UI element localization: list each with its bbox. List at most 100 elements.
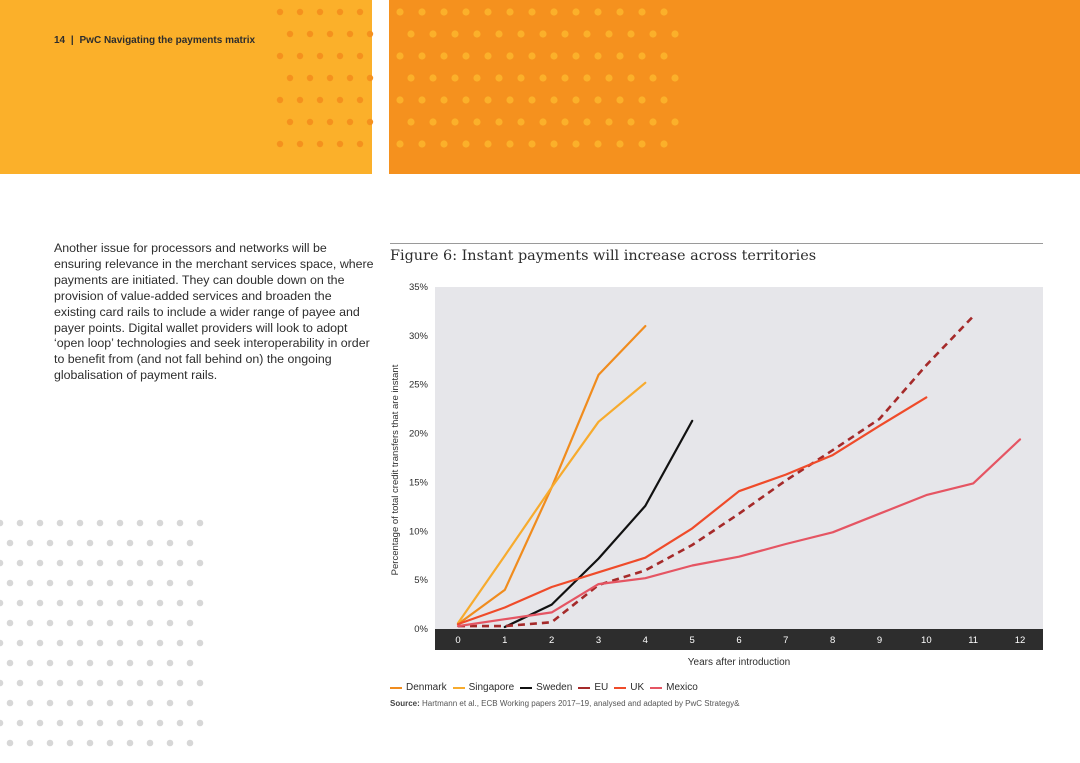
side-dot — [126, 539, 134, 547]
banner-dot — [594, 140, 602, 148]
side-dot — [76, 599, 84, 607]
side-dot — [86, 579, 94, 587]
banner-dot — [418, 52, 426, 60]
side-dot — [46, 699, 54, 707]
banner-dot — [649, 118, 657, 126]
banner-dot — [356, 8, 364, 16]
side-dot — [0, 719, 4, 727]
side-dot — [156, 519, 164, 527]
side-dot — [46, 539, 54, 547]
y-tick-label: 5% — [414, 575, 428, 586]
page-header: 14 | PwC Navigating the payments matrix — [54, 35, 255, 46]
banner-dot — [440, 52, 448, 60]
banner-dot — [605, 30, 613, 38]
side-dot — [186, 619, 194, 627]
banner-dot — [583, 118, 591, 126]
banner-dot — [660, 8, 668, 16]
banner-dot — [616, 8, 624, 16]
legend-swatch — [650, 686, 663, 689]
legend-label: EU — [594, 682, 609, 693]
side-dot — [156, 599, 164, 607]
banner-dot — [638, 8, 646, 16]
side-dot — [176, 639, 184, 647]
legend-swatch — [578, 686, 591, 689]
banner-dot — [473, 118, 481, 126]
side-dot — [176, 679, 184, 687]
banner-dot — [407, 30, 415, 38]
side-dot — [106, 699, 114, 707]
banner-dot — [484, 52, 492, 60]
banner-dot — [616, 140, 624, 148]
banner-dot — [296, 96, 304, 104]
side-dot — [136, 679, 144, 687]
banner-dot — [336, 52, 344, 60]
banner-dot — [528, 96, 536, 104]
banner-dot — [418, 140, 426, 148]
banner-dot — [561, 74, 569, 82]
banner-dot — [572, 52, 580, 60]
banner-dot — [605, 74, 613, 82]
banner-dot — [462, 140, 470, 148]
banner-dot — [550, 140, 558, 148]
x-tick-label: 4 — [643, 635, 648, 646]
banner-dot — [616, 52, 624, 60]
side-dot — [106, 539, 114, 547]
side-dot — [166, 579, 174, 587]
banner-dot — [539, 74, 547, 82]
banner-dot — [356, 52, 364, 60]
side-dot — [176, 719, 184, 727]
banner-dot — [484, 96, 492, 104]
side-dot — [76, 719, 84, 727]
banner-dot — [276, 8, 284, 16]
side-dot — [196, 679, 204, 687]
side-dot — [156, 719, 164, 727]
legend-item-singapore: Singapore — [452, 682, 515, 693]
side-dot — [86, 539, 94, 547]
side-dot — [0, 519, 4, 527]
banner-dot — [594, 52, 602, 60]
banner-dot — [671, 118, 679, 126]
x-tick-label: 6 — [736, 635, 741, 646]
banner-dot — [326, 118, 334, 126]
banner-dot — [473, 30, 481, 38]
side-dot — [126, 619, 134, 627]
x-tick-label: 9 — [877, 635, 882, 646]
x-tick-label: 1 — [502, 635, 507, 646]
side-dot — [36, 679, 44, 687]
legend-label: Mexico — [666, 682, 698, 693]
banner-dot — [572, 140, 580, 148]
banner-dot — [336, 8, 344, 16]
banner-dot — [396, 140, 404, 148]
banner-dot — [286, 74, 294, 82]
banner-dot — [473, 74, 481, 82]
side-dot — [56, 679, 64, 687]
banner-dot — [550, 96, 558, 104]
side-dot — [96, 639, 104, 647]
banner-dot — [517, 74, 525, 82]
page-number: 14 — [54, 35, 66, 46]
side-dot — [186, 739, 194, 747]
chart-legend: Denmark Singapore Sweden EU UK Mexico — [390, 682, 704, 693]
side-dot — [186, 699, 194, 707]
side-dot — [46, 659, 54, 667]
side-dot — [56, 519, 64, 527]
side-dot — [156, 559, 164, 567]
legend-swatch — [520, 686, 533, 689]
side-dot — [66, 659, 74, 667]
legend-label: Singapore — [468, 682, 515, 693]
side-dot — [196, 719, 204, 727]
side-dot — [166, 739, 174, 747]
side-dot — [66, 699, 74, 707]
banner-dot — [671, 30, 679, 38]
side-dot — [96, 719, 104, 727]
banner-dot — [539, 118, 547, 126]
side-dot — [0, 639, 4, 647]
side-dot — [6, 739, 14, 747]
legend-label: UK — [630, 682, 645, 693]
x-tick-label: 10 — [921, 635, 932, 646]
y-tick-label: 25% — [409, 380, 429, 391]
side-dot — [26, 619, 34, 627]
banner-dot — [561, 30, 569, 38]
banner-dot — [517, 30, 525, 38]
side-dot — [116, 559, 124, 567]
